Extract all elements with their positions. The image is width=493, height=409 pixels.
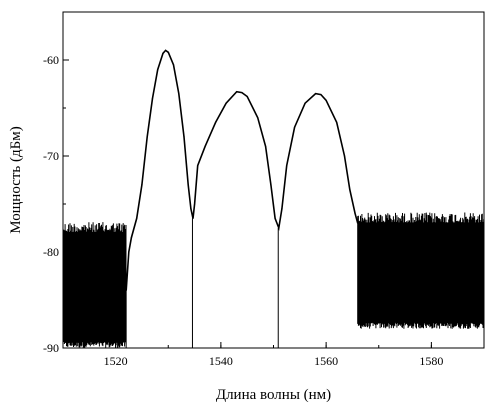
series-point [190, 208, 192, 210]
series-point [274, 217, 276, 219]
series-point [178, 93, 180, 95]
noise-floor [62, 212, 485, 348]
series-point [165, 49, 167, 52]
series-point [125, 289, 127, 291]
series-layer [125, 49, 359, 348]
series-point [151, 97, 154, 99]
series-point [349, 189, 351, 191]
series-point [146, 136, 148, 138]
series-line [125, 49, 359, 291]
series-point [130, 237, 133, 239]
series-point [215, 121, 217, 123]
series-point [357, 222, 359, 224]
y-tick-label: -90 [43, 341, 59, 355]
series-point [167, 51, 169, 53]
x-tick-label: 1560 [314, 354, 338, 368]
x-axis-title: Длина волны (нм) [216, 387, 331, 403]
series-point [225, 102, 227, 104]
series-point [162, 52, 164, 54]
x-tick-label: 1520 [104, 354, 128, 368]
series-point [320, 93, 322, 96]
series-point [354, 213, 356, 215]
series-point [278, 227, 280, 229]
series-point [270, 184, 272, 186]
series-point [204, 145, 206, 147]
series-point [293, 126, 296, 128]
series-point [172, 64, 175, 66]
series-point [193, 203, 196, 205]
series-point [241, 92, 243, 94]
y-axis-ticks: -60 -70 -80 -90 [43, 11, 69, 355]
noise-core-2 [357, 222, 484, 289]
series-point [281, 208, 283, 210]
series-point [128, 251, 130, 253]
series-point [141, 184, 143, 186]
series-point [315, 93, 317, 95]
y-tick-label: -60 [43, 53, 59, 67]
series-point [304, 102, 306, 104]
series-point [336, 121, 338, 123]
series-point [197, 165, 199, 167]
series-point [183, 136, 185, 138]
series-point [286, 165, 288, 167]
x-axis-ticks: 1520 1540 1560 1580 [62, 342, 485, 368]
x-tick-label: 1540 [209, 354, 233, 368]
y-axis-title: Мощность (дБм) [8, 126, 24, 233]
series-point [343, 155, 346, 157]
series-point [325, 99, 327, 101]
series-point [236, 91, 238, 93]
series-point [187, 184, 189, 186]
y-tick-label: -80 [43, 245, 59, 259]
series-point [157, 69, 159, 71]
noise-core-1 [63, 232, 127, 304]
series-point [265, 145, 267, 147]
x-tick-label: 1580 [419, 354, 443, 368]
series-point [192, 217, 194, 219]
series-point [246, 95, 248, 98]
series-point [257, 117, 259, 119]
series-point [136, 217, 138, 219]
y-tick-label: -70 [43, 149, 59, 163]
